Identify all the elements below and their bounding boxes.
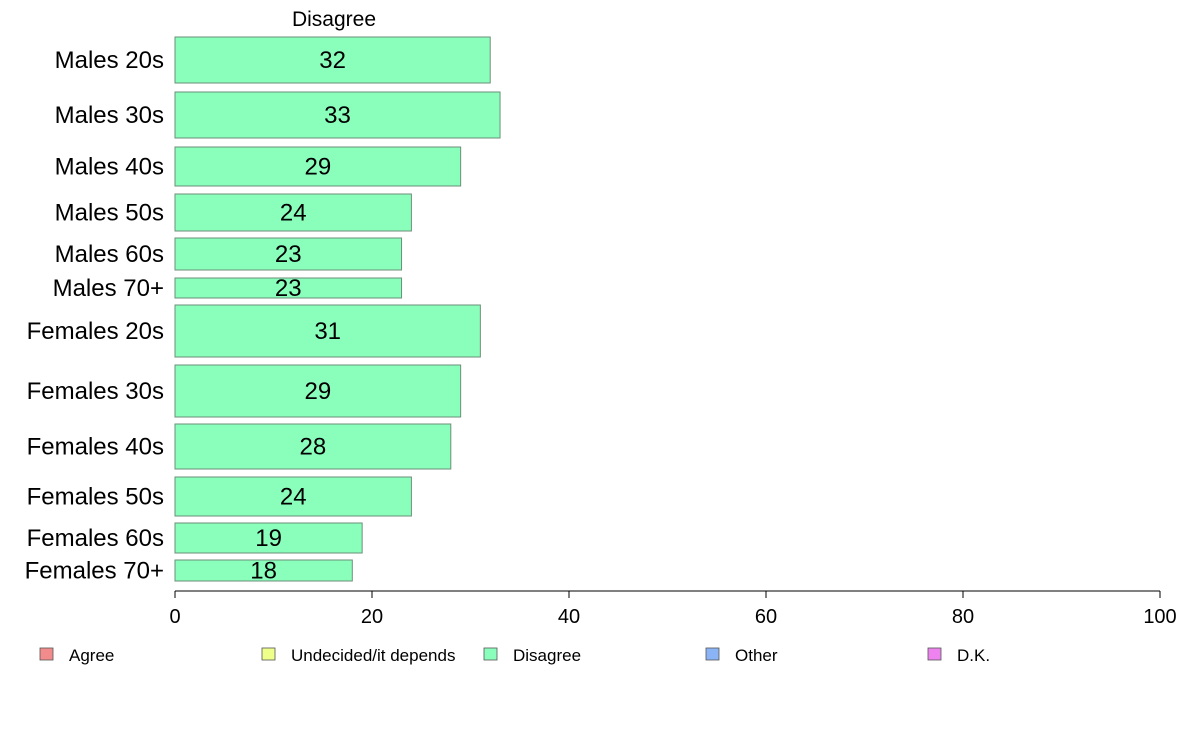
- category-label: Males 50s: [55, 200, 164, 227]
- legend-label: Disagree: [513, 646, 581, 665]
- bar: [174, 522, 363, 554]
- legend-swatch: [483, 647, 498, 661]
- x-tick-label: 100: [1143, 606, 1176, 628]
- bar-value-label: 24: [280, 200, 307, 227]
- bar: [174, 91, 501, 139]
- category-label: Males 30s: [55, 102, 164, 129]
- chart-title: Disagree: [292, 8, 376, 31]
- bar-value-label: 28: [300, 434, 327, 461]
- category-label: Females 60s: [27, 525, 164, 552]
- category-label: Males 20s: [55, 47, 164, 74]
- legend-label: Other: [735, 646, 778, 665]
- bar: [174, 304, 481, 358]
- category-label: Males 70+: [53, 275, 164, 302]
- category-label: Females 70+: [25, 558, 164, 585]
- x-tick-label: 0: [169, 606, 180, 628]
- legend-label: D.K.: [957, 646, 990, 665]
- bar-value-label: 29: [304, 378, 331, 405]
- bar-value-label: 23: [275, 241, 302, 268]
- legend-swatch: [39, 647, 54, 661]
- bar: [174, 193, 412, 232]
- bar: [174, 146, 462, 187]
- bar-value-label: 31: [314, 318, 341, 345]
- legend-label: Agree: [69, 646, 114, 665]
- bar: [174, 277, 403, 299]
- legend-swatch: [927, 647, 942, 661]
- bar: [174, 36, 491, 84]
- bar-value-label: 18: [250, 558, 277, 585]
- bar-value-label: 23: [275, 275, 302, 302]
- category-label: Females 40s: [27, 434, 164, 461]
- x-axis: 0 20 40 60 80 100: [169, 590, 1177, 628]
- x-tick-label: 20: [361, 606, 383, 628]
- bar: [174, 476, 412, 517]
- legend-label: Undecided/it depends: [291, 646, 455, 665]
- legend-swatch: [705, 647, 720, 661]
- category-label: Females 20s: [27, 318, 164, 345]
- category-label: Females 30s: [27, 378, 164, 405]
- bar-value-label: 33: [324, 102, 351, 129]
- x-tick-label: 60: [755, 606, 777, 628]
- bar-value-label: 32: [319, 47, 346, 74]
- bars-group: Males 20s 32 Males 30s 33 Males 40s 29 Males 5…: [25, 36, 501, 585]
- bar-value-label: 19: [255, 525, 282, 552]
- bar: [174, 559, 353, 582]
- bar: [174, 237, 403, 271]
- x-tick-label: 40: [558, 606, 580, 628]
- bar: [174, 364, 462, 418]
- bar: [174, 423, 452, 470]
- category-label: Females 50s: [27, 484, 164, 511]
- bar-value-label: 29: [304, 154, 331, 181]
- legend: Agree Undecided/it depends Disagree Other D.…: [39, 646, 990, 665]
- category-label: Males 60s: [55, 241, 164, 268]
- x-tick-label: 80: [952, 606, 974, 628]
- legend-swatch: [261, 647, 276, 661]
- category-label: Males 40s: [55, 154, 164, 181]
- bar-value-label: 24: [280, 484, 307, 511]
